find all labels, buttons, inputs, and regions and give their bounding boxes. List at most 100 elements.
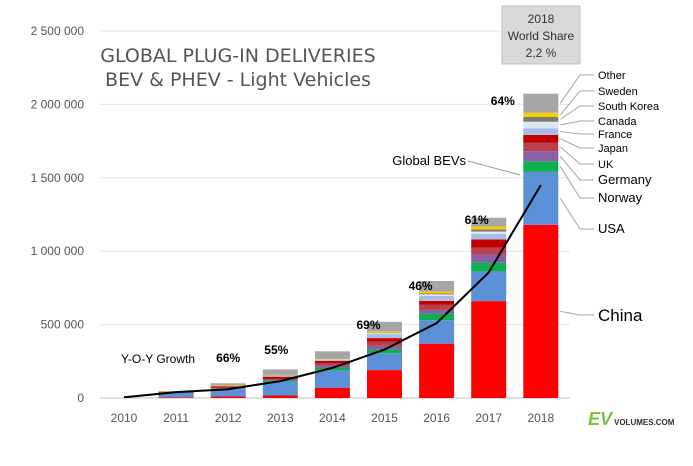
bar-segment [419,300,455,305]
legend-leader [559,74,594,104]
bar-segment [367,334,402,339]
bar-segment [367,345,402,350]
bar-segment [210,383,246,386]
bar-segment [471,239,507,248]
legend-label: USA [598,221,625,236]
bar-segment [210,385,246,386]
x-tick-label: 2012 [215,411,242,425]
bar-segment [471,217,507,227]
world-share-box: 2018 World Share 2,2 % [501,5,581,65]
bar-segment [262,379,298,381]
bar-segment [523,161,559,172]
global-bev-label: Global BEVs [392,153,466,168]
bar-segment [314,387,350,398]
x-tick-label: 2017 [475,411,502,425]
chart-title-line-1: GLOBAL PLUG-IN DELIVERIES [100,45,375,67]
legend-label: South Korea [598,101,660,113]
bar-segment [262,375,298,377]
growth-label: 66% [216,351,240,365]
bar-segment [262,381,298,396]
x-axis-ticks: 2010 2011 2012 2013 2014 2015 2016 2017 2018 [111,411,555,425]
bar-segment [419,343,455,398]
ev-volumes-logo: EV VOLUMES.COM [588,409,675,429]
legend-leader [559,155,594,181]
legend-label: France [598,129,632,141]
bar-segment [523,128,559,135]
growth-label: 46% [409,279,433,293]
bar-segment [419,293,455,295]
bar-segment [471,229,507,232]
bar-segment [419,313,455,321]
bar-segment [367,349,402,354]
bar-segment [419,304,455,310]
legend-label: Canada [598,116,637,128]
y-tick-label: 0 [77,391,84,405]
bar-segment [523,121,559,129]
legend-label: Japan [598,143,628,155]
bar-segment [314,358,350,360]
bar-segment [419,294,455,296]
growth-labels: 66% 55% 69% 46% 61% 64% [216,94,515,365]
legend-leader [559,198,594,230]
x-tick-label: 2016 [423,411,450,425]
growth-label: 61% [465,213,489,227]
bar-segment [367,333,402,335]
x-tick-label: 2010 [111,411,138,425]
legend-leader [560,138,594,149]
bar-segment [471,234,507,240]
legend-label: UK [598,159,614,171]
bar-segment [262,374,298,376]
logo-ev: EV [588,409,614,429]
global-bev-leader [467,160,521,176]
bar-segment [314,370,350,388]
growth-label: 69% [356,318,380,332]
bar-segment [367,331,402,333]
bar-segment [523,224,559,398]
bar-segment [210,389,246,397]
y-tick-label: 2 000 000 [31,97,85,111]
bar-segment [367,338,402,342]
bar-segment [419,291,455,294]
bar-segment [210,387,246,389]
x-tick-label: 2011 [163,411,189,425]
legend-leader [559,146,594,165]
bar-segment [523,93,559,113]
bar-segment [262,369,298,375]
bar-segment [262,378,298,380]
legend-leader [560,131,594,135]
bar-segment [471,226,507,230]
bar-segment [314,358,350,360]
bar-segment [210,385,246,387]
bar-segment [523,142,559,152]
legend-label: Germany [598,172,652,187]
legend-label: Other [598,70,626,82]
bar-segment [471,247,507,255]
bar-segment [471,231,507,235]
bar-segment [158,392,194,398]
growth-label: 64% [491,94,515,108]
legend-label: China [598,306,643,325]
legend-leader [559,90,594,116]
bar-segment [523,171,559,225]
bar-segment [367,341,402,346]
bar-segment [471,254,507,263]
bar-segment [314,361,350,364]
y-tick-label: 1 500 000 [31,171,85,185]
legend-leader [560,310,594,316]
bar-segment [262,376,298,379]
x-tick-label: 2013 [267,411,294,425]
growth-label: 55% [264,343,288,357]
world-share-value: 2,2 % [526,46,557,60]
bar-segment [314,365,350,368]
legend-leader [560,105,594,120]
legend-label: Norway [598,190,643,205]
world-share-label: World Share [508,29,575,43]
bar-segment [523,134,559,143]
chart-title-line-2: BEV & PHEV - Light Vehicles [105,69,371,91]
bar-segment [210,386,246,388]
stacked-bars [158,93,559,398]
global-bev-line-path [123,184,542,399]
bar-segment [471,301,507,398]
